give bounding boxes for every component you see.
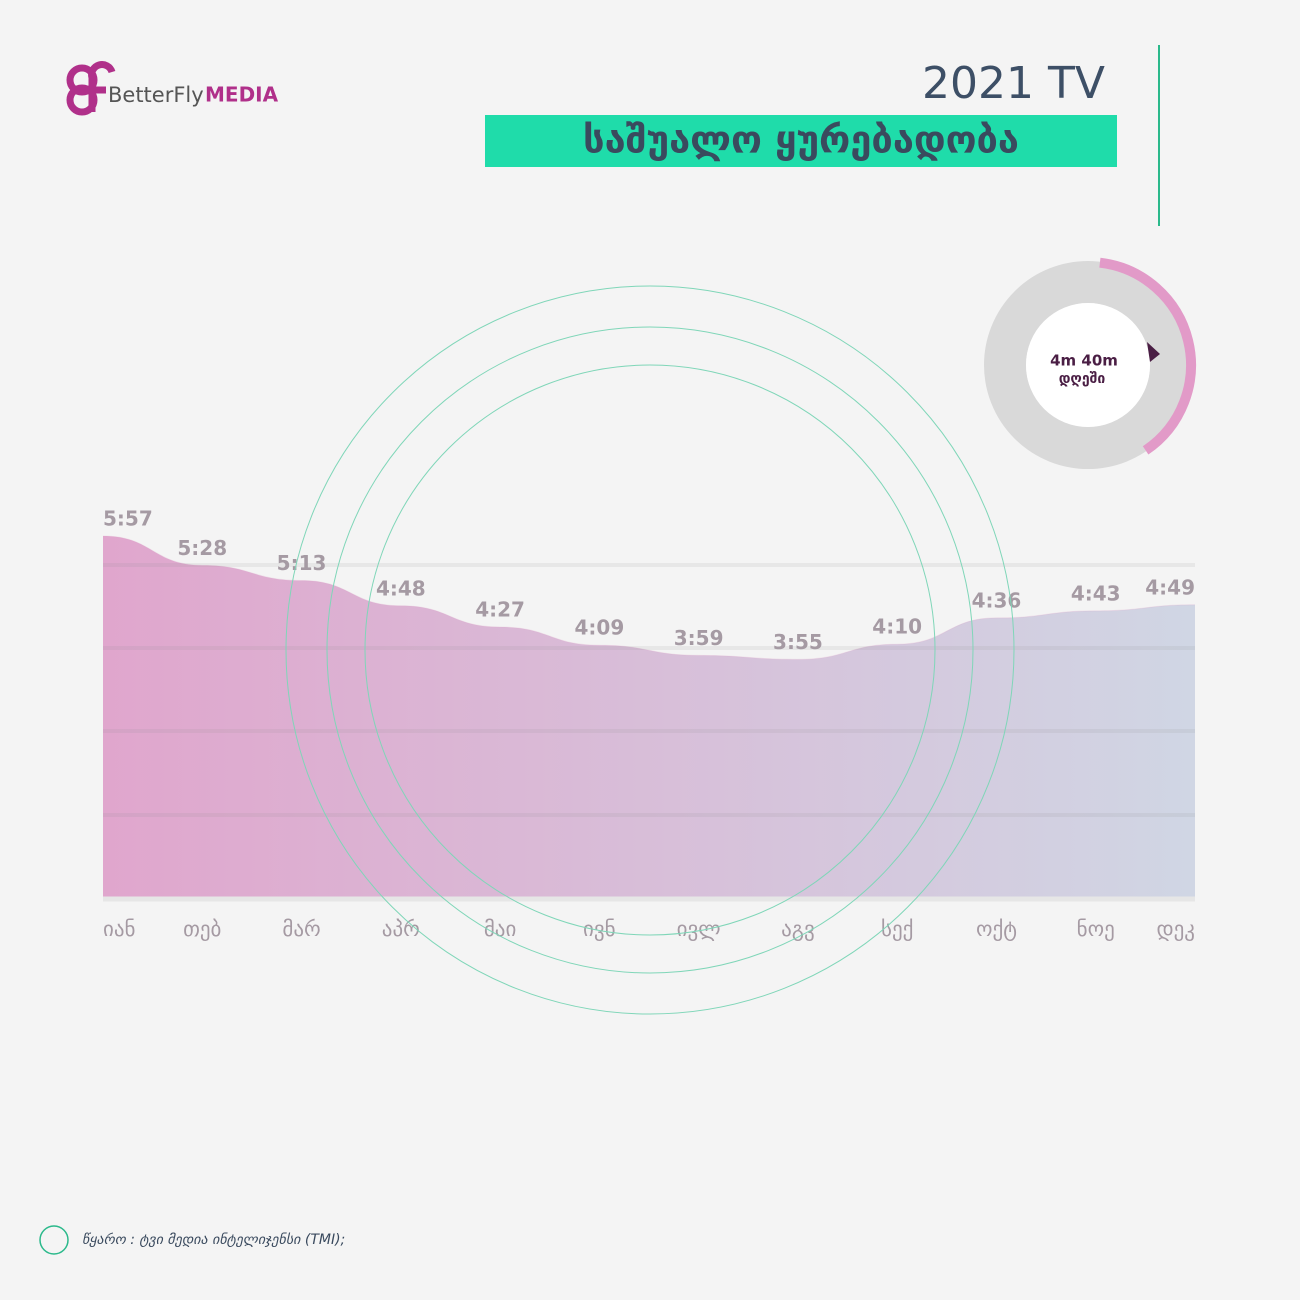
x-tick-label: დეკ	[1156, 917, 1195, 941]
badge-value: 4m 40m	[1050, 352, 1118, 370]
x-tick-label: მარ	[282, 917, 320, 941]
logo: BetterFly MEDIA	[66, 61, 279, 116]
x-tick-label: მაი	[484, 917, 517, 941]
brand-name: BetterFly	[108, 83, 204, 107]
plot: 5:57 იან 5:28 თებ 5:13 მარ 4:48 აპრ 4:27 მაი 4:09 ი…	[102, 507, 1196, 941]
title: საშუალო ყურებადობა	[583, 118, 1019, 162]
value-label: 5:13	[277, 551, 327, 575]
rings	[285, 285, 1015, 1015]
value-label: 4:49	[1145, 575, 1195, 599]
x-tick-label: სექ	[881, 917, 913, 941]
value-label: 4:27	[475, 598, 525, 622]
value-label: 4:48	[376, 576, 426, 600]
x-tick-label: იან	[103, 917, 136, 941]
value-label: 5:57	[103, 507, 153, 531]
x-tick-label: ნოე	[1077, 917, 1115, 941]
badge: 4m 40m დღეში	[984, 257, 1196, 469]
x-tick-label: თებ	[183, 917, 221, 941]
badge-unit: დღეში	[1059, 371, 1106, 387]
x-tick-label: აპრ	[382, 917, 420, 941]
value-label: 3:55	[773, 630, 823, 654]
x-tick-label: ოქტ	[976, 917, 1017, 941]
x-tick-label: ივლ	[677, 917, 721, 941]
area-fill	[103, 536, 1195, 897]
area-line	[102, 535, 1196, 660]
x-tick-label: ივნ	[583, 917, 616, 941]
brand-suffix: MEDIA	[205, 83, 279, 107]
value-label: 4:43	[1071, 581, 1121, 605]
footer-mark	[39, 1225, 69, 1255]
value-label: 4:10	[872, 615, 922, 639]
value-label: 4:36	[972, 588, 1022, 612]
title-box	[485, 115, 1117, 167]
year-title: 2021 TV	[922, 58, 1105, 109]
value-label: 5:28	[177, 536, 227, 560]
value-label: 3:59	[674, 626, 724, 650]
value-label: 4:09	[574, 616, 624, 640]
source: წყარო : ტვი მედია ინტელიჯენსი (TMI);	[82, 1231, 345, 1248]
